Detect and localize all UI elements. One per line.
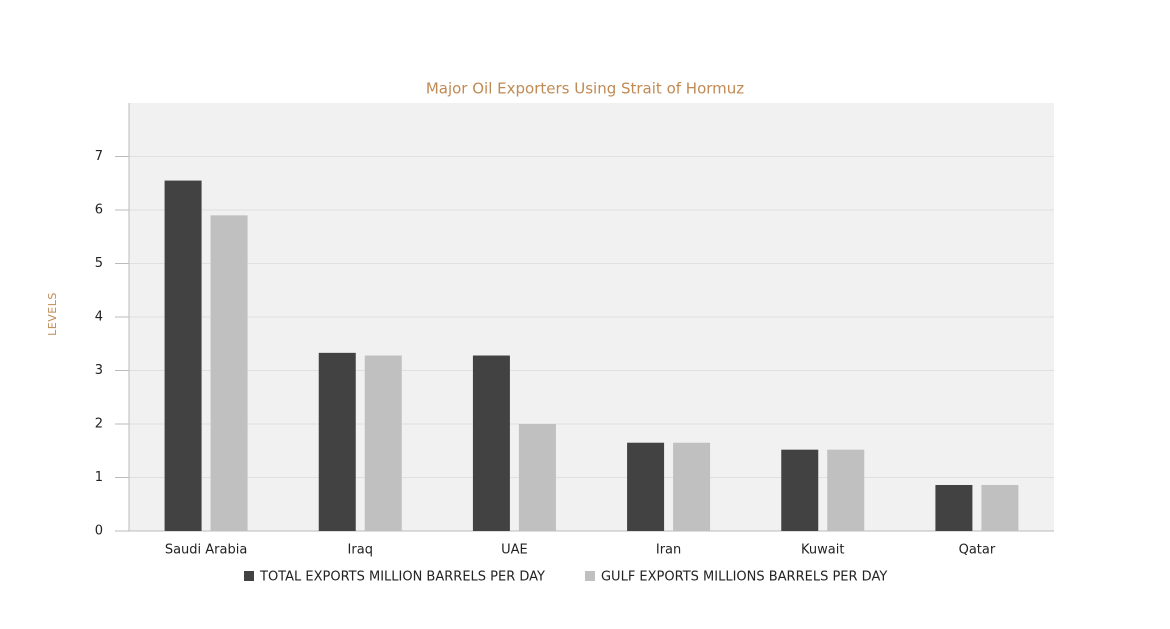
legend-label: GULF EXPORTS MILLIONS BARRELS PER DAY <box>601 570 887 585</box>
bar <box>364 355 402 531</box>
bar <box>781 449 819 531</box>
bar <box>981 484 1019 531</box>
bar <box>210 215 248 531</box>
x-tick-label: Kuwait <box>801 543 844 558</box>
y-tick-label: 4 <box>95 310 103 325</box>
legend-swatch <box>244 571 254 581</box>
legend-swatch <box>584 571 595 581</box>
legend-label: TOTAL EXPORTS MILLION BARRELS PER DAY <box>259 570 545 585</box>
bar <box>935 484 973 531</box>
y-tick-label: 1 <box>95 470 103 485</box>
bar <box>472 355 510 531</box>
y-tick-label: 7 <box>95 149 103 164</box>
bar <box>164 180 202 531</box>
bar <box>627 442 665 531</box>
bar <box>827 449 865 531</box>
x-tick-label: UAE <box>501 543 528 558</box>
y-tick-label: 3 <box>95 363 103 378</box>
y-tick-label: 2 <box>95 417 103 432</box>
x-tick-label: Iran <box>656 543 681 558</box>
x-tick-label: Qatar <box>959 543 996 558</box>
y-tick-label: 5 <box>95 256 103 271</box>
y-axis-label: LEVELS <box>46 292 59 336</box>
y-tick-label: 0 <box>95 524 103 539</box>
bar <box>673 442 711 531</box>
bar <box>518 424 556 531</box>
x-tick-label: Iraq <box>348 543 373 558</box>
y-tick-label: 6 <box>95 203 103 218</box>
chart-title: Major Oil Exporters Using Strait of Horm… <box>426 80 744 98</box>
x-tick-label: Saudi Arabia <box>165 543 248 558</box>
bar <box>318 352 356 531</box>
